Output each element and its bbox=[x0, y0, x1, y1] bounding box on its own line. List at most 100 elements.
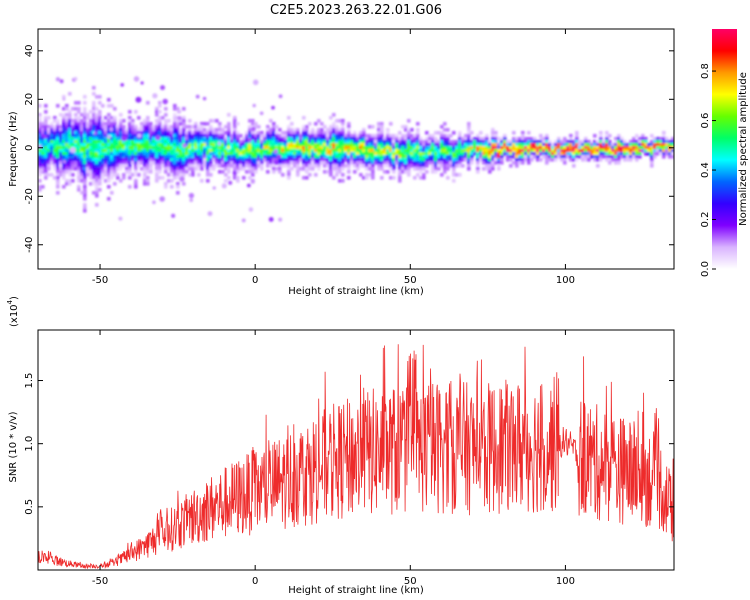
heatmap-cell bbox=[497, 167, 501, 171]
heatmap-cell bbox=[227, 170, 231, 174]
heatmap-cell bbox=[236, 149, 240, 153]
heatmap-cell bbox=[533, 149, 537, 153]
heatmap-cell bbox=[149, 137, 153, 141]
heatmap-cell bbox=[341, 122, 345, 126]
heatmap-cell bbox=[647, 146, 651, 150]
heatmap-cell bbox=[107, 104, 111, 108]
heatmap-cell bbox=[335, 131, 339, 135]
heatmap-cell bbox=[542, 140, 546, 144]
heatmap-cell bbox=[668, 149, 672, 153]
heatmap-cell bbox=[206, 128, 210, 132]
heatmap-cell bbox=[137, 137, 141, 141]
heatmap-cell bbox=[248, 158, 252, 162]
heatmap-cell bbox=[308, 173, 312, 177]
heatmap-cell bbox=[407, 161, 411, 165]
heatmap-cell bbox=[317, 137, 321, 141]
heatmap-cell bbox=[308, 155, 312, 159]
heatmap-cell bbox=[521, 137, 525, 141]
heatmap-cell bbox=[434, 140, 438, 144]
heatmap-cell bbox=[422, 173, 426, 177]
heatmap-cell bbox=[416, 161, 420, 165]
heatmap-cell bbox=[392, 140, 396, 144]
heatmap-cell bbox=[176, 107, 180, 111]
heatmap-cell bbox=[77, 188, 81, 192]
heatmap-cell bbox=[341, 161, 345, 165]
heatmap-cell bbox=[584, 152, 588, 156]
heatmap-cell bbox=[359, 173, 363, 177]
heatmap-cell bbox=[347, 122, 351, 126]
heatmap-cell bbox=[191, 155, 195, 159]
heatmap-cell bbox=[440, 143, 444, 147]
heatmap-cell bbox=[266, 161, 270, 165]
heatmap-cell bbox=[461, 137, 465, 141]
heatmap-cell bbox=[44, 104, 48, 108]
heatmap-cell bbox=[467, 167, 471, 171]
heatmap-speckle bbox=[136, 133, 142, 139]
heatmap-cell bbox=[380, 146, 384, 150]
heatmap-cell bbox=[431, 134, 435, 138]
heatmap-cell bbox=[443, 146, 447, 150]
heatmap-cell bbox=[623, 149, 627, 153]
heatmap-cell bbox=[56, 122, 60, 126]
heatmap-cell bbox=[299, 137, 303, 141]
heatmap-cell bbox=[77, 161, 81, 165]
heatmap-cell bbox=[164, 182, 168, 186]
heatmap-cell bbox=[668, 143, 672, 147]
heatmap-cell bbox=[80, 161, 84, 165]
heatmap-cell bbox=[305, 131, 309, 135]
heatmap-cell bbox=[38, 155, 42, 159]
heatmap-cell bbox=[347, 170, 351, 174]
heatmap-cell bbox=[533, 155, 537, 159]
heatmap-cell bbox=[53, 149, 57, 153]
heatmap-cell bbox=[566, 155, 570, 159]
heatmap-cell bbox=[182, 134, 186, 138]
heatmap-cell bbox=[104, 128, 108, 132]
heatmap-cell bbox=[77, 185, 81, 189]
heatmap-cell bbox=[527, 137, 531, 141]
heatmap-cell bbox=[524, 158, 528, 162]
heatmap-speckle bbox=[179, 176, 185, 182]
heatmap-cell bbox=[164, 167, 168, 171]
heatmap-cell bbox=[140, 131, 144, 135]
heatmap-cell bbox=[635, 152, 639, 156]
heatmap-cell bbox=[191, 125, 195, 129]
heatmap-cell bbox=[545, 140, 549, 144]
spectrogram-x-ticks: -50 0 50 100 bbox=[92, 29, 575, 286]
heatmap-cell bbox=[344, 158, 348, 162]
heatmap-cell bbox=[227, 131, 231, 135]
heatmap-cell bbox=[596, 140, 600, 144]
heatmap-cell bbox=[359, 131, 363, 135]
heatmap-cell bbox=[488, 164, 492, 168]
heatmap-cell bbox=[272, 137, 276, 141]
heatmap-cell bbox=[44, 173, 48, 177]
heatmap-cell bbox=[143, 152, 147, 156]
heatmap-cell bbox=[95, 179, 99, 183]
heatmap-cell bbox=[101, 134, 105, 138]
heatmap-cell bbox=[269, 119, 273, 123]
heatmap-cell bbox=[641, 143, 645, 147]
heatmap-cell bbox=[407, 149, 411, 153]
heatmap-cell bbox=[338, 152, 342, 156]
heatmap-cell bbox=[47, 149, 51, 153]
heatmap-cell bbox=[131, 146, 135, 150]
heatmap-cell bbox=[272, 167, 276, 171]
heatmap-cell bbox=[68, 116, 72, 120]
heatmap-cell bbox=[272, 146, 276, 150]
heatmap-cell bbox=[83, 209, 87, 213]
heatmap-cell bbox=[422, 158, 426, 162]
heatmap-cell bbox=[320, 158, 324, 162]
heatmap-cell bbox=[353, 137, 357, 141]
heatmap-cell bbox=[290, 122, 294, 126]
heatmap-cell bbox=[335, 143, 339, 147]
heatmap-cell bbox=[470, 146, 474, 150]
heatmap-cell bbox=[86, 167, 90, 171]
heatmap-cell bbox=[566, 152, 570, 156]
heatmap-cell bbox=[608, 152, 612, 156]
heatmap-cell bbox=[344, 146, 348, 150]
heatmap-cell bbox=[113, 116, 117, 120]
heatmap-cell bbox=[233, 140, 237, 144]
heatmap-cell bbox=[413, 158, 417, 162]
heatmap-cell bbox=[62, 131, 66, 135]
heatmap-cell bbox=[350, 149, 354, 153]
heatmap-cell bbox=[56, 155, 60, 159]
